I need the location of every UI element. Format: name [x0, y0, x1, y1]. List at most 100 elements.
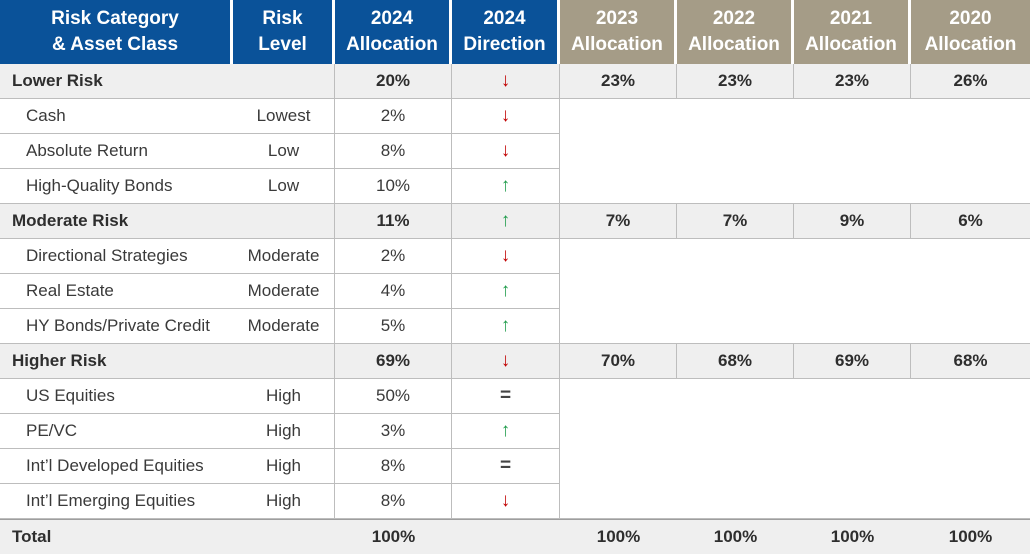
- risk-level: High: [233, 414, 335, 449]
- direction-2024-cell: ↓: [452, 484, 560, 519]
- asset-row: Int’l Developed Equities High 8% =: [0, 449, 1030, 484]
- direction-2024-cell: ↑: [452, 414, 560, 449]
- direction-2024-cell: ↑: [452, 274, 560, 309]
- allocation-2023: 23%: [560, 64, 677, 99]
- empty-cell: [911, 309, 1030, 344]
- allocation-2024: 8%: [335, 449, 452, 484]
- header-2023-allocation: 2023 Allocation: [560, 0, 677, 64]
- risk-level: Moderate: [233, 309, 335, 344]
- total-row: Total 100% 100% 100% 100% 100%: [0, 519, 1030, 554]
- direction-2024-cell: ↓: [452, 134, 560, 169]
- header-line: Direction: [463, 34, 546, 55]
- header-line: 2023: [595, 8, 639, 29]
- empty-cell: [794, 169, 911, 204]
- empty-cell: [911, 169, 1030, 204]
- total-2024: 100%: [335, 519, 452, 554]
- empty-cell: [794, 484, 911, 519]
- empty-cell: [677, 99, 794, 134]
- allocation-2020: 6%: [911, 204, 1030, 239]
- risk-level: Moderate: [233, 274, 335, 309]
- allocation-2024: 50%: [335, 379, 452, 414]
- allocation-2024: 20%: [335, 64, 452, 99]
- equal-icon: =: [499, 455, 512, 476]
- arrow-up-icon: ↑: [500, 175, 511, 196]
- arrow-up-icon: ↑: [500, 280, 511, 301]
- asset-row: US Equities High 50% =: [0, 379, 1030, 414]
- asset-name: High-Quality Bonds: [0, 169, 233, 204]
- empty-cell: [794, 134, 911, 169]
- empty-cell: [677, 239, 794, 274]
- header-risk-category: Risk Category & Asset Class: [0, 0, 233, 64]
- risk-level: [233, 204, 335, 239]
- risk-level: High: [233, 449, 335, 484]
- empty-cell: [560, 99, 677, 134]
- header-2024-allocation: 2024 Allocation: [335, 0, 452, 64]
- empty-cell: [911, 484, 1030, 519]
- asset-name: PE/VC: [0, 414, 233, 449]
- empty-cell: [452, 519, 560, 554]
- equal-icon: =: [499, 385, 512, 406]
- arrow-down-icon: ↓: [500, 140, 511, 161]
- asset-row: Directional Strategies Moderate 2% ↓: [0, 239, 1030, 274]
- table-header: Risk Category & Asset Class Risk Level 2…: [0, 0, 1030, 64]
- empty-cell: [560, 239, 677, 274]
- header-line: Allocation: [688, 34, 780, 55]
- direction-2024-cell: ↓: [452, 64, 560, 99]
- asset-name: Real Estate: [0, 274, 233, 309]
- asset-name: Absolute Return: [0, 134, 233, 169]
- header-2022-allocation: 2022 Allocation: [677, 0, 794, 64]
- allocation-2024: 69%: [335, 344, 452, 379]
- header-line: Risk: [262, 8, 303, 29]
- empty-cell: [233, 519, 335, 554]
- empty-cell: [794, 99, 911, 134]
- empty-cell: [560, 134, 677, 169]
- total-label: Total: [0, 519, 233, 554]
- header-line: Allocation: [571, 34, 663, 55]
- direction-2024-cell: ↓: [452, 344, 560, 379]
- empty-cell: [794, 414, 911, 449]
- allocation-2023: 70%: [560, 344, 677, 379]
- total-2023: 100%: [560, 519, 677, 554]
- asset-row: PE/VC High 3% ↑: [0, 414, 1030, 449]
- allocation-2020: 68%: [911, 344, 1030, 379]
- direction-2024-cell: ↑: [452, 204, 560, 239]
- empty-cell: [560, 169, 677, 204]
- empty-cell: [911, 99, 1030, 134]
- arrow-down-icon: ↓: [500, 490, 511, 511]
- asset-name: Int’l Developed Equities: [0, 449, 233, 484]
- allocation-2024: 2%: [335, 239, 452, 274]
- allocation-2024: 8%: [335, 484, 452, 519]
- asset-row: Real Estate Moderate 4% ↑: [0, 274, 1030, 309]
- asset-row: High-Quality Bonds Low 10% ↑: [0, 169, 1030, 204]
- empty-cell: [560, 449, 677, 484]
- total-2020: 100%: [911, 519, 1030, 554]
- allocation-2022: 68%: [677, 344, 794, 379]
- empty-cell: [794, 379, 911, 414]
- allocation-2023: 7%: [560, 204, 677, 239]
- asset-row: Cash Lowest 2% ↓: [0, 99, 1030, 134]
- header-line: Allocation: [924, 34, 1017, 55]
- empty-cell: [794, 239, 911, 274]
- allocation-2024: 2%: [335, 99, 452, 134]
- header-line: Allocation: [805, 34, 897, 55]
- risk-level: Lowest: [233, 99, 335, 134]
- empty-cell: [677, 414, 794, 449]
- asset-name: HY Bonds/Private Credit: [0, 309, 233, 344]
- header-line: Allocation: [346, 34, 438, 55]
- asset-row: Int’l Emerging Equities High 8% ↓: [0, 484, 1030, 519]
- risk-level: Low: [233, 169, 335, 204]
- asset-name: Cash: [0, 99, 233, 134]
- empty-cell: [560, 379, 677, 414]
- direction-2024-cell: ↓: [452, 99, 560, 134]
- empty-cell: [677, 379, 794, 414]
- allocation-2024: 5%: [335, 309, 452, 344]
- total-2021: 100%: [794, 519, 911, 554]
- allocation-2024: 10%: [335, 169, 452, 204]
- arrow-up-icon: ↑: [500, 420, 511, 441]
- empty-cell: [911, 274, 1030, 309]
- category-name: Higher Risk: [0, 344, 233, 379]
- category-row: Moderate Risk 11% ↑ 7% 7% 9% 6%: [0, 204, 1030, 239]
- allocation-2022: 7%: [677, 204, 794, 239]
